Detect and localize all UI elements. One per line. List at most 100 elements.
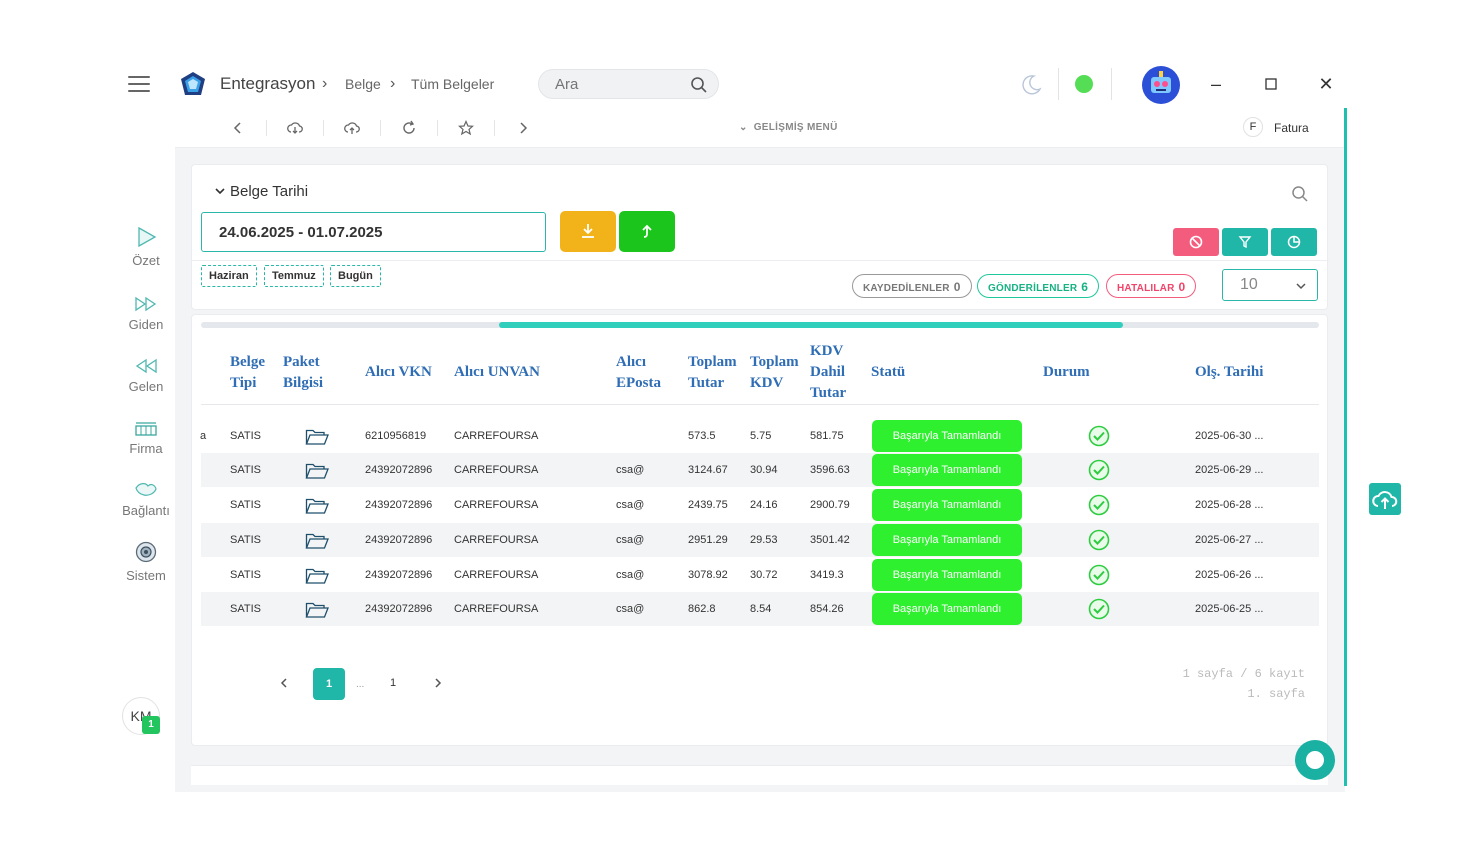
send-button[interactable] [619, 211, 675, 252]
filter-button[interactable] [1222, 228, 1268, 256]
status-button[interactable]: Başarıyla Tamamlandı [872, 593, 1022, 625]
check-circle-icon [1088, 494, 1110, 516]
app-title: Entegrasyon [220, 74, 316, 93]
divider [266, 120, 267, 136]
moon-icon[interactable] [1019, 73, 1043, 97]
double-forward-icon [135, 296, 157, 312]
chip-bugun[interactable]: Bugün [330, 265, 381, 287]
cell-kdv: 24.16 [750, 499, 778, 511]
table-row[interactable]: SATIS 24392072896 CARREFOURSA csa@ 3078.92 30… [201, 558, 1319, 592]
status-button[interactable]: Başarıyla Tamamlandı [872, 524, 1022, 556]
header-alici-eposta[interactable]: Alıcı EPosta [616, 354, 661, 391]
page-info: 1. sayfa [1247, 687, 1305, 701]
cell-eposta: csa@ [616, 499, 645, 511]
header-belge-tipi[interactable]: Belge Tipi [230, 354, 265, 391]
app-logo-icon [181, 72, 205, 95]
divider [1058, 68, 1059, 100]
header-olus-tarihi[interactable]: Olş. Tarihi [1195, 364, 1264, 380]
cell-unvan: CARREFOURSA [454, 464, 539, 476]
filter-card: Belge Tarihi 24.06.2025 - 01.07.2025 Haz… [191, 164, 1329, 310]
chip-haziran[interactable]: Haziran [201, 265, 257, 287]
cloud-upload-floating-button[interactable] [1369, 483, 1401, 515]
search-icon[interactable] [690, 76, 708, 94]
sidebar-item-gelen[interactable]: Gelen [117, 358, 175, 394]
table-row[interactable]: SATIS 24392072896 CARREFOURSA csa@ 2951.29 29… [201, 523, 1319, 557]
table-row[interactable]: SATIS 24392072896 CARREFOURSA csa@ 3124.67 30… [201, 453, 1319, 487]
prev-page-icon[interactable] [276, 675, 292, 691]
close-icon[interactable]: ✕ [1318, 74, 1334, 94]
cell-dahil: 581.75 [810, 430, 844, 442]
hatalilar-pill[interactable]: HATALILAR 0 [1106, 274, 1197, 298]
header-statu[interactable]: Statü [871, 364, 906, 380]
cloud-upload-icon[interactable] [344, 120, 360, 136]
header-kdv-dahil-tutar[interactable]: KDV Dahil Tutar [810, 343, 847, 401]
advanced-menu-toggle[interactable]: ⌄ GELİŞMİŞ MENÜ [739, 122, 838, 133]
breadcrumb-tum-belgeler[interactable]: Tüm Belgeler [411, 76, 495, 92]
chip-temmuz[interactable]: Temmuz [264, 265, 324, 287]
folder-open-icon[interactable] [305, 462, 329, 480]
date-range-input[interactable]: 24.06.2025 - 01.07.2025 [201, 212, 546, 252]
refresh-icon[interactable] [401, 120, 417, 136]
search-box[interactable] [538, 69, 719, 99]
page-button-last[interactable]: 1 [390, 677, 397, 689]
status-button[interactable]: Başarıyla Tamamlandı [872, 489, 1022, 521]
sidebar-item-ozet[interactable]: Özet [117, 226, 175, 268]
status-button[interactable]: Başarıyla Tamamlandı [872, 559, 1022, 591]
table-row[interactable]: a SATIS 6210956819 CARREFOURSA 573.5 5.75 581.… [200, 419, 1319, 453]
page-size-select[interactable]: 10 [1222, 269, 1318, 301]
folder-open-icon[interactable] [305, 497, 329, 515]
cell-eposta: csa@ [616, 569, 645, 581]
cell-tip: SATIS [230, 603, 261, 615]
header-durum[interactable]: Durum [1043, 364, 1090, 380]
next-page-icon[interactable] [430, 675, 446, 691]
header-toplam-tutar[interactable]: Toplam Tutar [688, 354, 737, 391]
gonderilenler-pill[interactable]: GÖNDERİLENLER 6 [977, 274, 1100, 298]
cloud-download-icon[interactable] [287, 120, 303, 136]
folder-open-icon[interactable] [305, 532, 329, 550]
cell-eposta: csa@ [616, 603, 645, 615]
header-alici-unvan[interactable]: Alıcı UNVAN [454, 364, 540, 380]
header-toplam-kdv[interactable]: Toplam KDV [750, 354, 799, 391]
belge-tarihi-toggle[interactable]: Belge Tarihi [214, 183, 308, 200]
cell-unvan: CARREFOURSA [454, 430, 539, 442]
header-paket-bilgisi[interactable]: Paket Bilgisi [283, 354, 324, 391]
hamburger-menu-icon[interactable] [128, 76, 150, 92]
cell-tip: SATIS [230, 534, 261, 546]
status-button[interactable]: Başarıyla Tamamlandı [872, 454, 1022, 486]
breadcrumb-belge[interactable]: Belge [345, 76, 381, 92]
sidebar-item-firma[interactable]: Firma [117, 420, 175, 456]
table-row[interactable]: SATIS 24392072896 CARREFOURSA csa@ 2439.75 24… [201, 488, 1319, 522]
chart-button[interactable] [1271, 228, 1317, 256]
header-alici-vkn[interactable]: Alıcı VKN [365, 364, 432, 380]
maximize-icon[interactable] [1261, 74, 1281, 94]
check-circle-icon [1088, 529, 1110, 551]
sidebar-item-sistem[interactable]: Sistem [117, 541, 175, 583]
folder-open-icon[interactable] [305, 428, 329, 446]
table-row[interactable]: SATIS 24392072896 CARREFOURSA csa@ 862.8 8.54… [201, 592, 1319, 626]
status-button[interactable]: Başarıyla Tamamlandı [872, 420, 1022, 452]
chevron-left-icon[interactable] [230, 120, 246, 136]
search-icon[interactable] [1291, 185, 1309, 203]
search-input[interactable] [555, 76, 675, 93]
check-circle-icon [1088, 564, 1110, 586]
folder-open-icon[interactable] [305, 601, 329, 619]
chat-bubble-icon[interactable] [1295, 740, 1335, 780]
clear-filter-button[interactable] [1173, 228, 1219, 256]
star-icon[interactable] [458, 120, 474, 136]
scrollbar-thumb[interactable] [499, 322, 1123, 328]
download-button[interactable] [560, 211, 616, 252]
page-button-active[interactable]: 1 [313, 668, 345, 700]
sidebar-item-giden[interactable]: Giden [117, 296, 175, 332]
sidebar-item-baglanti[interactable]: Bağlantı [117, 480, 175, 518]
robot-avatar-icon[interactable] [1142, 66, 1180, 104]
minimize-icon[interactable]: – [1210, 74, 1221, 94]
cell-tip: SATIS [230, 430, 261, 442]
document-type-label[interactable]: Fatura [1274, 121, 1309, 135]
page-ellipsis: ... [356, 679, 365, 690]
kaydedilenler-pill[interactable]: KAYDEDİLENLER 0 [852, 274, 972, 298]
record-count-info: 1 sayfa / 6 kayıt [1182, 667, 1305, 681]
cell-dahil: 854.26 [810, 603, 844, 615]
chevron-right-icon[interactable] [515, 120, 531, 136]
folder-open-icon[interactable] [305, 567, 329, 585]
online-status-dot [1075, 75, 1093, 93]
